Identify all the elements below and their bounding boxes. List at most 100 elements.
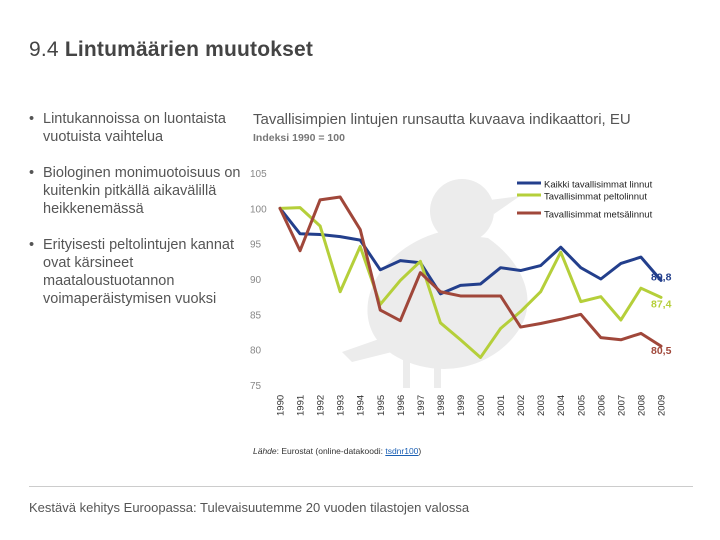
data-point (619, 318, 623, 322)
data-point (338, 290, 342, 293)
data-point (639, 332, 643, 335)
data-point (399, 319, 402, 322)
data-point (298, 232, 302, 235)
series-end-label: 80,5 (651, 345, 672, 357)
y-tick-label: 90 (250, 275, 262, 286)
data-point (619, 262, 623, 265)
series-end-label: 87,4 (651, 298, 672, 310)
data-point (439, 290, 442, 293)
x-tick-label: 1995 (376, 395, 387, 416)
data-point (519, 310, 522, 313)
x-tick-label: 2007 (616, 395, 627, 416)
y-tick-label: 100 (250, 204, 267, 215)
data-point (479, 356, 482, 359)
data-point (579, 266, 582, 269)
x-tick-label: 2001 (496, 395, 507, 416)
data-point (479, 294, 482, 298)
data-point (459, 284, 462, 287)
source-code-link[interactable]: tsdnr100 (385, 446, 419, 456)
source-close: ) (418, 446, 422, 456)
slide-number: 9.4 (29, 38, 59, 61)
series-line (278, 206, 663, 359)
bullet-item: Erityisesti peltolintujen kannat ovat kä… (29, 236, 244, 308)
pigeon-watermark (342, 179, 528, 388)
data-point (539, 290, 542, 293)
x-tick-label: 1993 (336, 395, 347, 416)
data-point (379, 308, 382, 312)
data-point (338, 235, 342, 238)
x-tick-label: 1994 (356, 395, 367, 416)
legend-label: Tavallisimmat metsälinnut (544, 210, 653, 221)
series-end-label: 89,8 (651, 271, 672, 283)
chart-subtitle: Indeksi 1990 = 100 (253, 132, 345, 144)
bullet-item: Biologinen monimuotoisuus on kuitenkin p… (29, 164, 244, 218)
data-point (599, 277, 603, 281)
data-point (599, 336, 603, 339)
source-text: : Eurostat (online-datakoodi: (276, 446, 386, 456)
slide-title: 9.4 Lintumäärien muutokset (29, 38, 313, 62)
x-tick-label: 2005 (576, 395, 587, 416)
x-tick-label: 1991 (296, 395, 307, 416)
data-point (599, 295, 603, 298)
x-tick-label: 1996 (396, 395, 407, 416)
data-point (318, 198, 322, 202)
data-point (519, 269, 522, 272)
data-point (399, 279, 402, 282)
data-point (559, 250, 562, 254)
data-point (559, 318, 562, 321)
data-point (359, 228, 362, 231)
data-point (659, 296, 663, 299)
data-point (439, 321, 442, 325)
slide-title-text: Lintumäärien muutokset (64, 38, 314, 61)
data-point (519, 325, 522, 329)
data-point (298, 206, 302, 209)
data-point (539, 264, 542, 267)
legend-label: Kaikki tavallisimmat linnut (544, 180, 653, 191)
data-point (318, 233, 322, 236)
x-tick-label: 2008 (636, 395, 647, 416)
bullet-list: Lintukannoissa on luontaista vuotuista v… (29, 110, 244, 326)
data-point (499, 266, 502, 269)
data-point (419, 260, 422, 263)
data-point (318, 224, 322, 228)
source-note: Lähde: Eurostat (online-datakoodi: tsdnr… (253, 446, 421, 456)
legend-label: Tavallisimmat peltolinnut (544, 192, 647, 203)
y-tick-label: 95 (250, 240, 262, 251)
y-tick-label: 80 (250, 346, 262, 357)
data-point (499, 294, 502, 298)
x-tick-label: 1998 (436, 395, 447, 416)
data-point (639, 255, 643, 259)
footer-divider (29, 486, 693, 487)
x-tick-label: 2000 (476, 395, 487, 416)
y-tick-label: 85 (250, 310, 262, 321)
chart-title: Tavallisimpien lintujen runsautta kuvaav… (253, 111, 631, 128)
data-point (619, 338, 623, 341)
data-point (399, 259, 402, 262)
data-point (659, 279, 663, 282)
x-tick-label: 1999 (456, 395, 467, 416)
y-tick-label: 105 (250, 169, 267, 180)
data-point (579, 313, 582, 316)
data-point (579, 300, 582, 303)
data-point (659, 344, 663, 348)
data-point (278, 207, 282, 210)
data-point (379, 268, 382, 272)
x-tick-label: 1992 (316, 395, 327, 416)
data-point (559, 246, 562, 249)
data-point (459, 294, 462, 298)
data-point (479, 282, 482, 286)
footer-text: Kestävä kehitys Euroopassa: Tulevaisuute… (29, 500, 470, 515)
x-tick-label: 1990 (276, 395, 287, 416)
series-line (278, 195, 663, 348)
x-tick-label: 2004 (556, 395, 567, 416)
series-line (278, 206, 663, 296)
data-point (359, 245, 362, 248)
data-point (338, 195, 342, 199)
source-label: Lähde (253, 446, 277, 456)
data-point (459, 338, 462, 341)
y-tick-label: 75 (250, 381, 262, 392)
data-point (499, 327, 502, 330)
x-tick-label: 2006 (596, 395, 607, 416)
data-point (639, 286, 643, 290)
